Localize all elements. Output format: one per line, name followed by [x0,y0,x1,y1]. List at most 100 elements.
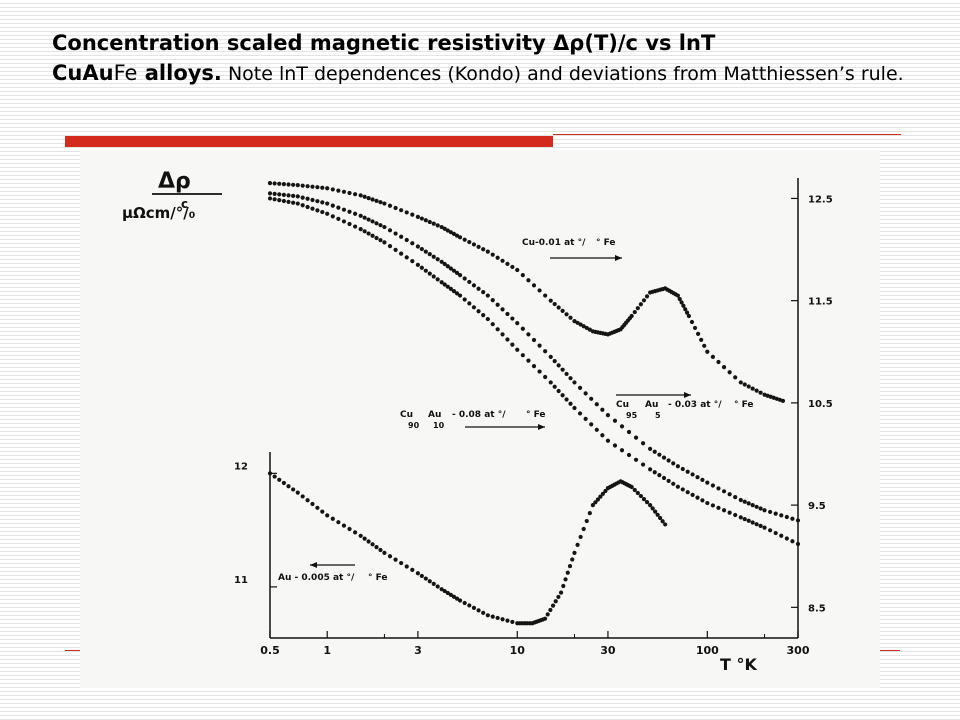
series-4-point [423,576,428,581]
series-2-point [762,508,767,513]
series-3-point [277,198,282,203]
series-3-point [648,467,653,472]
series-1-point [696,331,701,336]
series-3-point [515,347,520,352]
series-2-point [374,221,379,226]
right-y-tick-label: 10.5 [808,399,833,410]
series-4-point [439,587,444,592]
series-2-point [467,279,472,285]
series-3-point [378,238,383,243]
series-4-point [490,614,495,619]
series-2-label-fe: ° Fe [734,400,754,410]
series-4-point [567,563,573,569]
series-2-point [505,311,510,317]
x-tick-label: 3 [414,644,422,657]
series-3-point [490,322,495,327]
series-1-point [495,255,500,260]
series-3-point [568,401,573,406]
series-2-point [442,261,447,267]
series-1-point [427,219,432,225]
series-2-point [423,249,428,254]
series-3-point [387,244,393,249]
series-3-point [462,297,467,302]
series-4-point [281,480,286,486]
series-4-point [485,613,490,618]
series-3-point [353,224,358,229]
series-3-point [795,541,801,547]
series-2-point [341,207,347,212]
series-3-point [612,443,618,448]
series-3-point [564,397,569,402]
series-2-point [370,219,375,224]
series-2-point [510,316,515,321]
series-4-point [442,588,447,594]
series-1-point [556,305,561,310]
series-4-point [320,509,325,514]
series-1-point [750,386,755,391]
series-4-point [593,500,598,505]
series-2-point [419,246,424,252]
series-4-point [286,484,291,489]
series-1-point [681,303,686,308]
series-1-point [277,181,282,186]
series-3-point [727,510,732,515]
series-2-point [448,266,453,271]
series-3-point [733,512,738,518]
series-2-point [431,254,436,259]
series-1-point [272,181,277,186]
series-1-point [454,233,460,238]
series-2-point [404,237,409,243]
series-2-point [471,283,477,288]
series-2-point [661,455,667,460]
series-1-point [699,337,704,342]
bottom-rule-left [65,650,85,651]
series-3-point [315,208,320,213]
series-1-point [457,235,463,240]
series-1-point [500,258,505,263]
series-4-point [481,610,486,615]
series-3-label-conc: - 0.08 at °/ [452,410,506,420]
series-3-point [790,539,795,544]
series-1-point [683,307,688,312]
series-3-point [537,369,542,374]
series-1-point [721,365,727,370]
x-tick-label: 1 [323,644,331,657]
series-1-point [404,210,409,215]
series-4-point [500,617,505,622]
series-4-point [581,526,586,532]
series-2-point [572,380,577,385]
series-3-point [633,457,639,462]
series-1-point [638,302,643,307]
series-1-point [410,212,415,217]
series-4-point [362,536,367,541]
series-4-point [315,505,320,510]
series-1-point [481,247,486,252]
series-1-point [358,193,363,198]
series-1-point [780,398,786,403]
series-1-point [267,181,273,186]
series-1-point [584,325,589,331]
series-4-point [277,477,282,482]
right-y-tick-label: 9.5 [808,501,826,512]
series-2-point [768,509,773,515]
series-3-point [267,196,273,201]
series-4-point [584,518,589,524]
series-1-point [733,375,738,380]
series-4-point [632,487,637,493]
series-1-point [291,182,296,187]
series-3-point [700,498,705,503]
series-2-point [286,193,291,198]
series-3-point [652,470,657,475]
series-3-point [358,227,363,232]
series-4-point [336,520,341,525]
series-1-point [526,278,531,283]
series-2-point [427,252,432,257]
series-3-point [640,462,646,467]
series-2-point [738,497,743,503]
series-1-point [515,267,520,273]
series-2-arrow-head [684,392,691,398]
series-2-point [633,435,639,440]
series-3-point [556,388,561,394]
x-tick-label: 0.5 [260,644,280,657]
series-4-point [556,594,561,600]
